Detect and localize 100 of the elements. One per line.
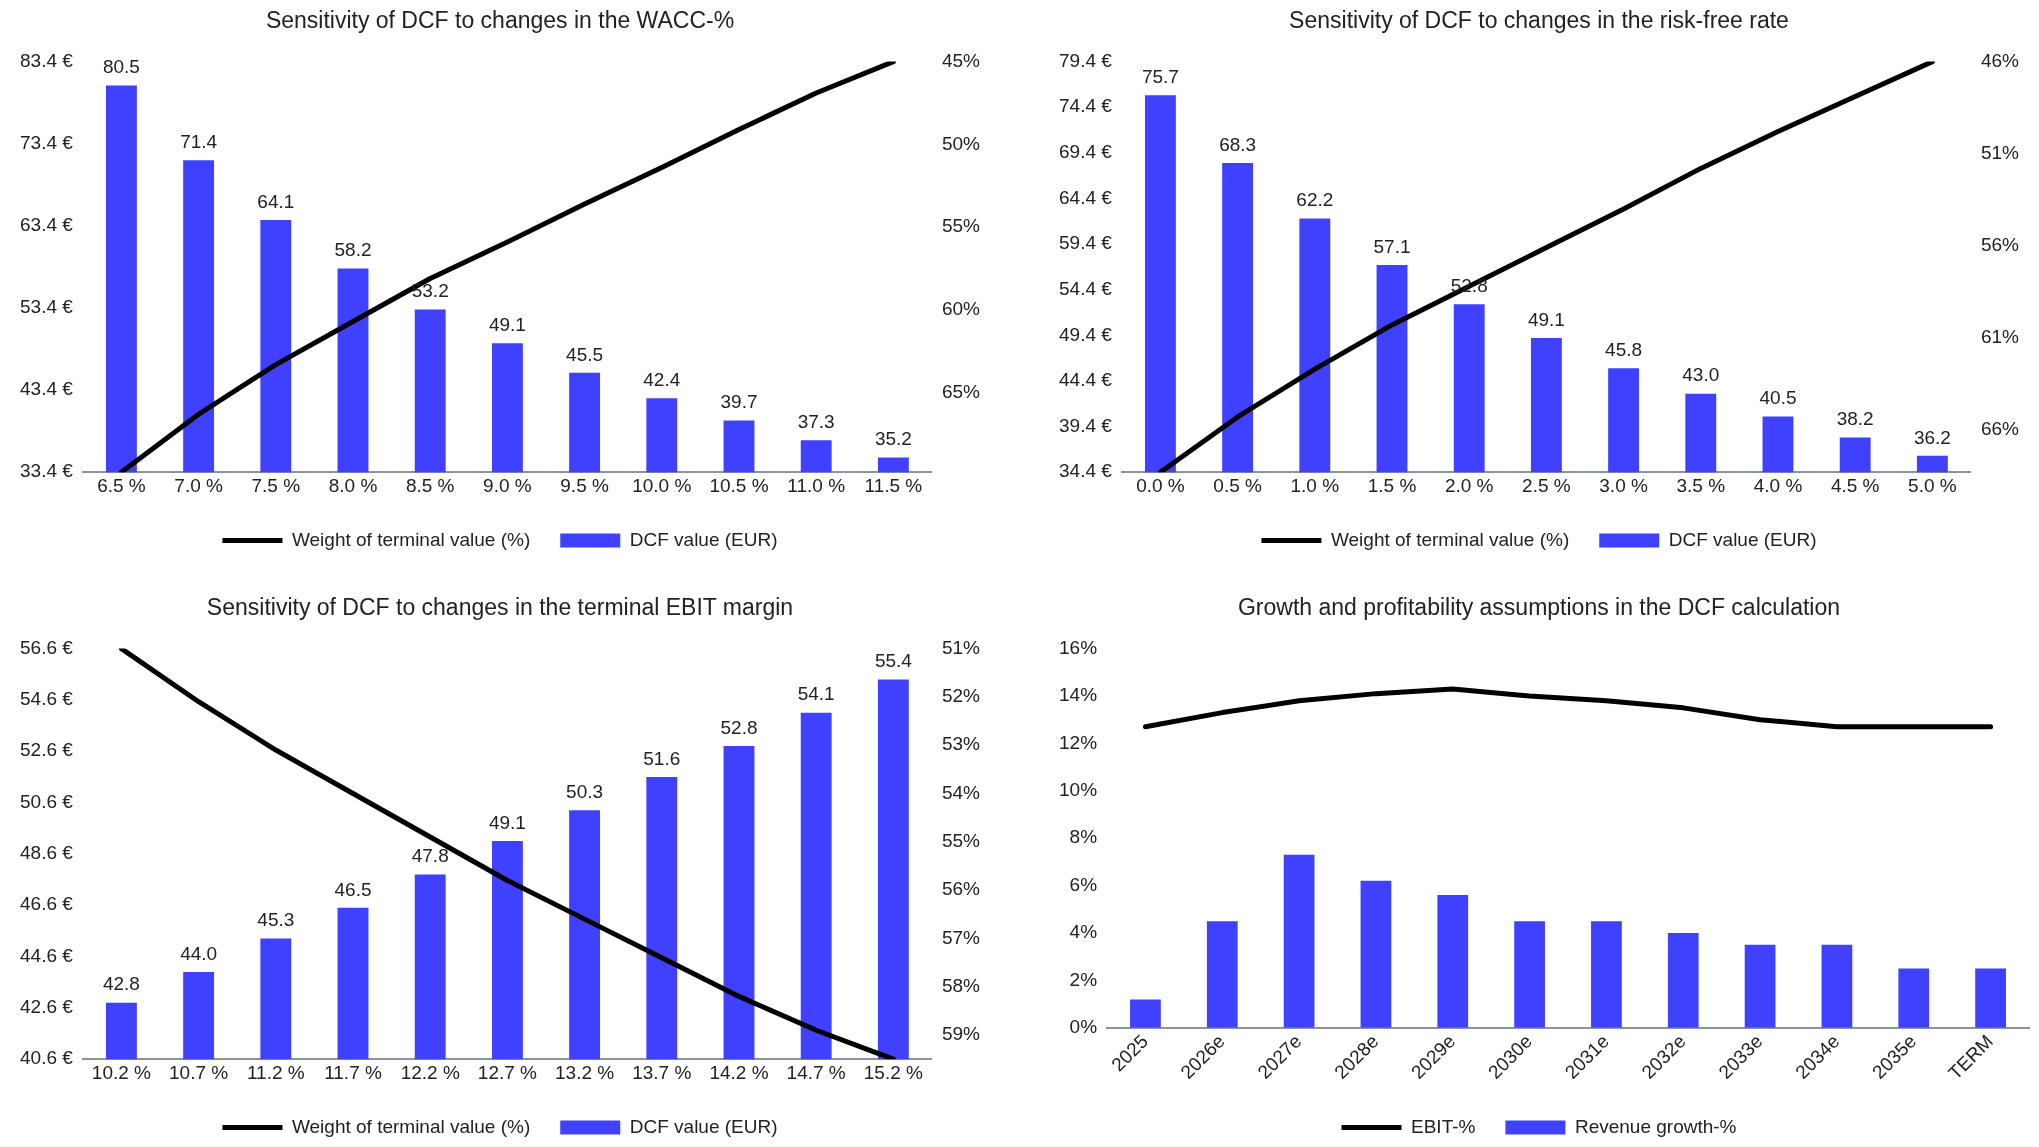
data-label: 71.4 — [180, 130, 218, 152]
data-label: 47.8 — [411, 845, 449, 867]
x-tick-label: 7.0 % — [174, 474, 224, 496]
y-tick-label: 52.6 € — [20, 739, 74, 761]
y2-tick-label: 55% — [941, 830, 981, 852]
y2-tick-label: 53% — [941, 733, 981, 755]
x-tick-label: 0.0 % — [1136, 474, 1185, 496]
y2-tick-label: 61% — [1980, 326, 2020, 348]
y2-tick-label: 57% — [941, 926, 981, 948]
y-tick-label: 43.4 € — [20, 378, 74, 400]
y-tick-label: 6% — [1069, 873, 1098, 895]
bar — [1898, 968, 1930, 1028]
data-label: 45.3 — [257, 909, 295, 931]
x-tick-label: 3.5 % — [1676, 474, 1726, 496]
bar — [1437, 895, 1469, 1028]
x-tick-label: 11.7 % — [324, 1061, 382, 1083]
y-tick-label: 10% — [1059, 779, 1098, 801]
y-tick-label: 14% — [1059, 684, 1098, 706]
legend-label: Weight of terminal value (%) — [291, 528, 531, 550]
data-label: 54.1 — [797, 683, 835, 705]
y-tick-label: 0% — [1069, 1016, 1098, 1038]
bar — [1744, 944, 1776, 1028]
x-tick-label: 10.5 % — [709, 474, 769, 496]
x-tick-label: 0.5 % — [1213, 474, 1263, 496]
data-label: 68.3 — [1219, 133, 1257, 155]
x-tick-label: 10.0 % — [632, 474, 692, 496]
data-label: 57.1 — [1373, 235, 1411, 257]
bar — [1206, 921, 1238, 1028]
y2-tick-label: 58% — [941, 974, 981, 996]
data-label: 45.8 — [1605, 338, 1643, 360]
x-tick-label: 9.0 % — [483, 474, 532, 496]
y-tick-label: 74.4 € — [1059, 95, 1113, 117]
x-tick-label: 8.5 % — [405, 474, 455, 496]
bar — [1821, 944, 1853, 1028]
y-tick-label: 83.4 € — [20, 49, 74, 71]
data-label: 52.8 — [720, 716, 758, 738]
y-tick-label: 59.4 € — [1059, 232, 1113, 254]
y2-tick-label: 51% — [941, 636, 981, 658]
x-tick-label: 2.0 % — [1444, 474, 1494, 496]
y-tick-label: 39.4 € — [1059, 414, 1113, 436]
y-tick-label: 42.6 € — [20, 996, 74, 1018]
x-tick-label: 13.2 % — [555, 1061, 615, 1083]
x-tick-label: 5.0 % — [1908, 474, 1957, 496]
chart-title: Sensitivity of DCF to changes in the terminal EBIT margin — [206, 594, 794, 621]
y-tick-label: 34.4 € — [1059, 460, 1113, 482]
x-tick-label: 10.7 % — [169, 1061, 229, 1083]
data-label: 44.0 — [180, 942, 218, 964]
y2-tick-label: 59% — [941, 1023, 981, 1045]
x-tick-label: 2.5 % — [1522, 474, 1571, 496]
y2-tick-label: 50% — [941, 132, 981, 154]
data-label: 43.0 — [1682, 364, 1720, 386]
y-tick-label: 49.4 € — [1059, 323, 1113, 345]
data-label: 40.5 — [1759, 387, 1797, 409]
bar — [1975, 968, 2006, 1028]
data-label: 58.2 — [334, 239, 372, 261]
data-label: 42.4 — [643, 369, 681, 391]
x-tick-label: 1.0 % — [1290, 474, 1340, 496]
y-tick-label: 44.4 € — [1059, 369, 1113, 391]
y-tick-label: 8% — [1069, 826, 1098, 848]
x-tick-label: 11.2 % — [246, 1061, 305, 1083]
y2-tick-label: 60% — [941, 298, 981, 320]
data-label: 75.7 — [1141, 66, 1179, 88]
y-tick-label: 40.6 € — [20, 1047, 74, 1069]
bar — [1130, 999, 1161, 1028]
y-tick-label: 69.4 € — [1059, 141, 1113, 163]
y-tick-label: 63.4 € — [20, 214, 74, 236]
y2-tick-label: 52% — [941, 685, 981, 707]
y-tick-label: 33.4 € — [20, 460, 74, 482]
y2-tick-label: 46% — [1980, 49, 2020, 71]
y2-tick-label: 45% — [941, 49, 981, 71]
x-tick-label: 3.0 % — [1599, 474, 1648, 496]
data-label: 64.1 — [257, 190, 295, 212]
bar — [1514, 921, 1545, 1028]
data-label: 45.5 — [566, 343, 604, 365]
x-tick-label: 7.5 % — [251, 474, 301, 496]
legend-label: Weight of terminal value (%) — [1330, 528, 1570, 550]
y2-tick-label: 56% — [941, 878, 981, 900]
x-tick-label: 8.0 % — [328, 474, 378, 496]
x-tick-label: 4.0 % — [1753, 474, 1803, 496]
bar — [1360, 880, 1392, 1028]
x-tick-label: 1.5 % — [1367, 474, 1417, 496]
data-label: 42.8 — [102, 973, 140, 995]
data-label: 80.5 — [102, 56, 140, 78]
x-tick-label: 11.0 % — [787, 474, 846, 496]
legend-label: DCF value (EUR) — [629, 528, 778, 550]
data-label: 39.7 — [720, 391, 758, 413]
y-tick-label: 54.4 € — [1059, 277, 1113, 299]
y-tick-label: 4% — [1069, 921, 1098, 943]
data-label: 55.4 — [874, 650, 913, 672]
legend-label: Revenue growth-% — [1574, 1115, 1737, 1137]
x-tick-label: 12.7 % — [477, 1061, 538, 1083]
y-tick-label: 46.6 € — [20, 893, 74, 915]
y-tick-label: 50.6 € — [20, 790, 74, 812]
y2-tick-label: 56% — [1980, 233, 2020, 255]
legend-label: EBIT-% — [1411, 1115, 1476, 1137]
data-label: 49.1 — [1527, 308, 1565, 330]
y2-tick-label: 65% — [941, 380, 981, 402]
legend-label: Weight of terminal value (%) — [291, 1115, 531, 1137]
y-tick-label: 16% — [1059, 636, 1098, 658]
x-tick-label: 13.7 % — [632, 1061, 692, 1083]
